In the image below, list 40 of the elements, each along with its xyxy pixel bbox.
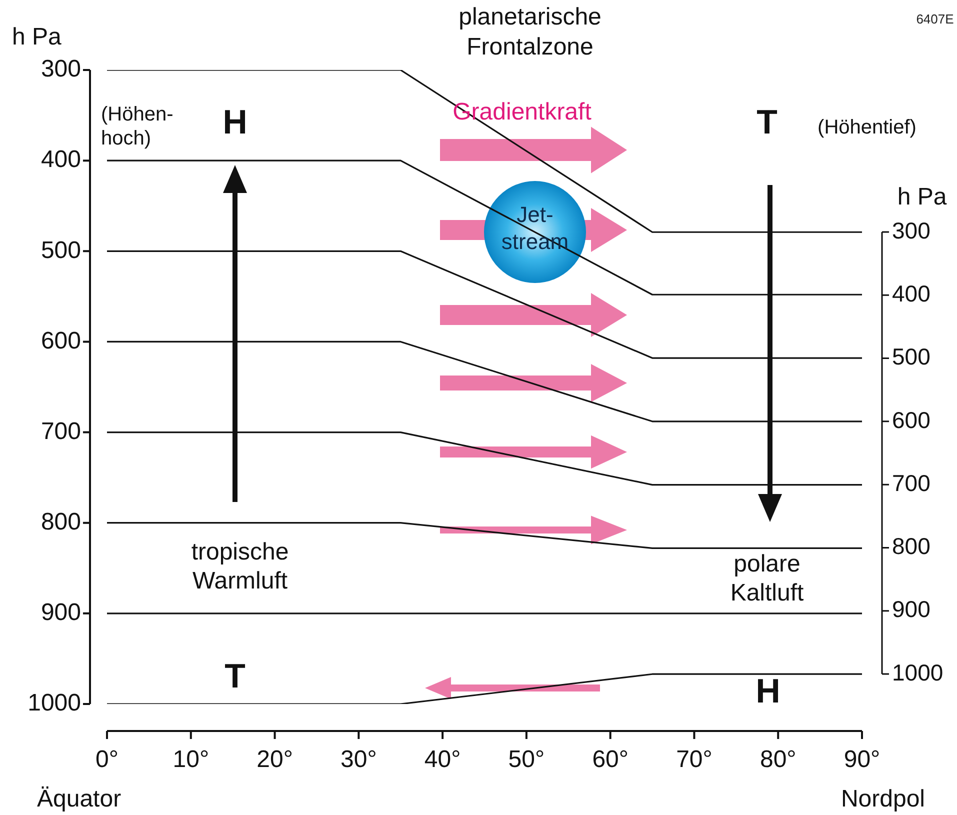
x-tick-label: 40° bbox=[424, 746, 461, 774]
y2-tick-label: 300 bbox=[892, 217, 930, 244]
annotation: polare Kaltluft bbox=[730, 550, 804, 607]
x-tick-label: 20° bbox=[256, 746, 293, 774]
y2-tick-label: 500 bbox=[892, 344, 930, 370]
text: Äquator bbox=[37, 786, 122, 813]
y2-tick-label: 1000 bbox=[892, 659, 944, 686]
x-tick-label: 70° bbox=[676, 746, 712, 774]
y2-axis-title: h Pa bbox=[897, 184, 948, 211]
y-tick-label: 600 bbox=[40, 327, 81, 354]
y2-tick-label: 400 bbox=[892, 280, 930, 306]
y2-tick-label: 900 bbox=[892, 596, 930, 622]
text: Nordpol bbox=[840, 786, 925, 813]
chart-title: planetarische Frontalzone bbox=[458, 4, 602, 61]
x-tick-label: 10° bbox=[172, 746, 210, 774]
x-tick-label: 0° bbox=[96, 746, 118, 774]
y-tick-label: 1000 bbox=[28, 690, 81, 717]
annotation: T bbox=[224, 657, 246, 696]
text: 6407E bbox=[916, 12, 954, 27]
y-axis-title: h Pa bbox=[12, 24, 62, 51]
x-tick-label: 30° bbox=[340, 746, 377, 774]
x-tick-label: 50° bbox=[508, 746, 545, 774]
y-tick-label: 500 bbox=[40, 236, 81, 264]
y2-tick-label: 800 bbox=[892, 533, 930, 560]
y2-tick-label: 700 bbox=[892, 470, 930, 496]
annotation: (Höhentief) bbox=[818, 116, 916, 139]
annotation: (Höhen-hoch) bbox=[101, 104, 174, 150]
y2-tick-label: 600 bbox=[892, 406, 930, 433]
x-tick-label: 90° bbox=[844, 746, 880, 774]
y-tick-label: 700 bbox=[40, 418, 81, 445]
y-tick-label: 400 bbox=[40, 146, 81, 174]
annotation: H bbox=[756, 672, 780, 710]
y-tick-label: 800 bbox=[40, 508, 81, 536]
y-tick-label: 300 bbox=[40, 56, 81, 83]
x-tick-label: 80° bbox=[760, 746, 796, 774]
y-tick-label: 900 bbox=[40, 599, 81, 626]
annotation: H bbox=[222, 103, 248, 142]
annotation: T bbox=[756, 103, 778, 142]
x-tick-label: 60° bbox=[592, 746, 628, 774]
annotation: tropische Warmluft bbox=[191, 538, 289, 595]
